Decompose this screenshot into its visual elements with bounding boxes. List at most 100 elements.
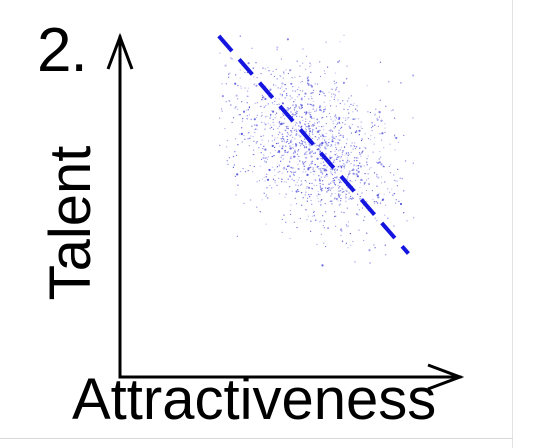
scatter-point [295, 111, 297, 114]
scatter-point [306, 197, 309, 199]
scatter-point [324, 108, 326, 110]
scatter-point [384, 127, 386, 129]
scatter-point [290, 166, 292, 169]
scatter-point [244, 87, 246, 89]
scatter-point [290, 141, 292, 143]
scatter-point [356, 159, 358, 162]
scatter-point [359, 179, 362, 181]
scatter-point [281, 154, 283, 157]
scatter-point [334, 114, 337, 116]
scatter-point [278, 103, 280, 105]
scatter-point [256, 206, 258, 208]
scatter-point [221, 110, 223, 112]
scatter-point [221, 95, 224, 98]
scatter-point [274, 182, 276, 184]
scatter-point [346, 178, 348, 180]
scatter-point [335, 135, 337, 138]
scatter-point [325, 135, 327, 138]
scatter-point [304, 141, 306, 143]
scatter-point [282, 138, 285, 140]
scatter-point [357, 118, 360, 120]
scatter-point [307, 123, 310, 125]
scatter-point [335, 197, 338, 201]
scatter-point [301, 204, 303, 206]
scatter-point [378, 161, 381, 164]
scatter-point [301, 125, 303, 127]
scatter-point [260, 143, 262, 146]
scatter-point [240, 85, 242, 87]
scatter-point [264, 123, 267, 125]
scatter-point [289, 157, 292, 160]
scatter-point [376, 161, 378, 163]
scatter-point [273, 124, 275, 126]
scatter-point [340, 167, 343, 169]
scatter-point [301, 106, 303, 109]
scatter-point [262, 147, 264, 150]
scatter-point [345, 242, 348, 244]
scatter-point [338, 196, 340, 198]
scatter-point [294, 171, 297, 173]
scatter-point [334, 161, 336, 163]
y-axis-arrowhead [106, 32, 134, 70]
scatter-point [337, 190, 340, 192]
scatter-point [255, 142, 257, 144]
scatter-point [323, 70, 326, 72]
scatter-point [276, 142, 278, 145]
scatter-point [298, 115, 301, 118]
scatter-point [240, 132, 243, 135]
scatter-point [377, 125, 380, 128]
scatter-point [335, 142, 337, 144]
scatter-point [282, 77, 285, 79]
scatter-point [315, 108, 318, 110]
scatter-point [292, 85, 294, 88]
scatter-point [361, 151, 363, 153]
scatter-point [310, 85, 314, 88]
scatter-point [334, 94, 337, 96]
scatter-point [226, 160, 228, 162]
scatter-point [317, 148, 320, 151]
scatter-point [308, 143, 310, 145]
scatter-point [273, 75, 276, 78]
scatter-point [376, 118, 379, 121]
scatter-point [354, 261, 356, 263]
scatter-point [281, 102, 284, 105]
scatter-point [393, 179, 396, 182]
x-axis-label: Attractiveness [72, 367, 437, 432]
scatter-point [335, 87, 337, 90]
scatter-point [249, 164, 251, 167]
scatter-point [342, 165, 344, 167]
panel-border-bottom [0, 438, 513, 439]
scatter-point [361, 207, 364, 209]
scatter-point [313, 117, 315, 119]
scatter-point [277, 171, 279, 173]
scatter-point [295, 184, 297, 186]
scatter-point [380, 139, 383, 141]
scatter-point [291, 146, 293, 149]
scatter-point [384, 204, 387, 206]
scatter-point [318, 175, 320, 177]
scatter-point [252, 67, 254, 69]
scatter-point [296, 181, 298, 184]
scatter-point [361, 127, 363, 130]
scatter-point [325, 168, 327, 170]
scatter-point [305, 129, 307, 131]
scatter-point [305, 209, 307, 211]
scatter-point [329, 168, 332, 171]
scatter-point [356, 175, 359, 178]
scatter-point [346, 78, 348, 80]
scatter-point [332, 134, 334, 136]
scatter-point [354, 108, 357, 110]
scatter-point [354, 157, 356, 159]
scatter-point [314, 142, 316, 145]
scatter-point [261, 199, 263, 201]
scatter-point [374, 124, 376, 126]
scatter-point [345, 200, 347, 202]
scatter-point [234, 138, 237, 140]
scatter-point [378, 158, 380, 160]
scatter-point [327, 227, 330, 230]
scatter-point [253, 83, 255, 86]
scatter-point [376, 185, 378, 187]
scatter-point [302, 197, 304, 199]
scatter-point [264, 116, 267, 118]
scatter-point [303, 168, 305, 170]
